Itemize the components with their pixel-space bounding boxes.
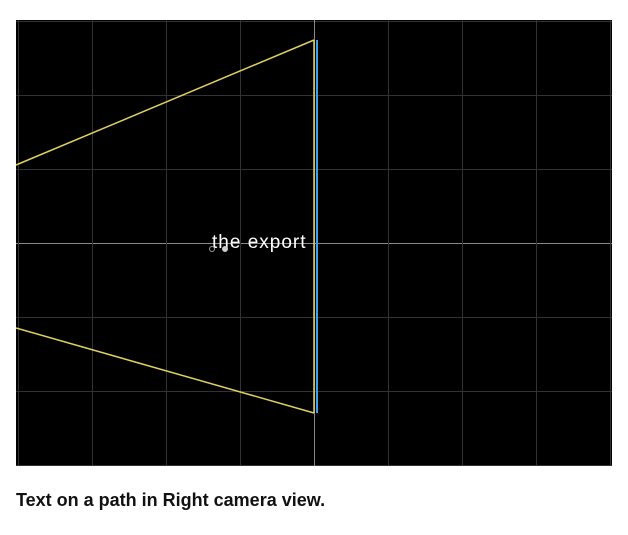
canvas-viewport[interactable]: the export [16,20,612,466]
caption-area: Text on a path in Right camera view. [16,490,612,511]
anchor-point[interactable] [222,246,228,252]
blue-frame-line [16,20,612,466]
anchor-point[interactable] [209,246,215,252]
figure-caption: Text on a path in Right camera view. [16,490,612,511]
